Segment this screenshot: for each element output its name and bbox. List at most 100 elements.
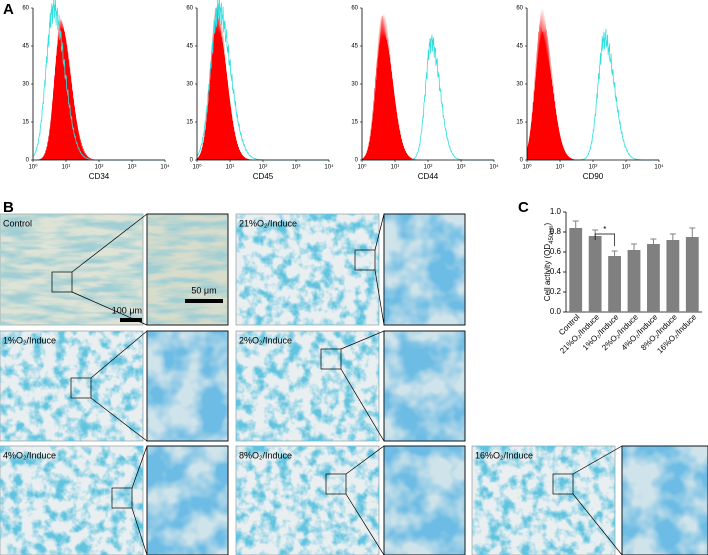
y-axis-label: Cell activity (OD450nm) <box>543 222 554 301</box>
y-tick-label: 30 <box>516 82 523 88</box>
x-tick-label: 10⁴ <box>324 164 334 171</box>
y-tick-label: 0 <box>520 158 524 164</box>
panel-label: C <box>518 199 529 216</box>
bar <box>588 236 602 312</box>
bar <box>627 250 641 312</box>
micrograph-texture <box>236 331 379 441</box>
x-tick-label: 10² <box>589 165 598 171</box>
y-tick-label: 0.8 <box>550 227 562 236</box>
inset-frame <box>146 445 229 555</box>
micrograph-texture <box>0 331 143 441</box>
histogram-fill <box>527 7 659 161</box>
micrograph-label: 4%O₂/Induce <box>3 450 56 460</box>
inset-frame <box>383 213 466 326</box>
zoom-line <box>345 445 385 475</box>
zoom-line <box>340 330 385 350</box>
bar <box>608 256 621 312</box>
x-tick-label: 10² <box>424 165 433 171</box>
zoom-box <box>552 473 574 495</box>
scale-bar <box>120 318 142 322</box>
zoom-line <box>572 493 623 555</box>
y-tick-label: 0 <box>26 158 30 164</box>
y-axis-label-part: Cell activity (OD <box>543 244 552 302</box>
micrograph-label: 8%O₂/Induce <box>239 450 292 460</box>
micrograph-label: 2%O₂/Induce <box>239 335 292 345</box>
inset-texture <box>147 331 228 441</box>
bar <box>647 244 660 312</box>
histogram-fill <box>33 17 165 160</box>
inset-frame <box>146 330 229 442</box>
inset-frame <box>383 445 466 555</box>
inset-texture <box>147 214 228 325</box>
x-axis-label: CD90 <box>583 172 604 181</box>
x-tick-label: 10³ <box>128 165 137 171</box>
zoom-line <box>90 397 148 442</box>
y-tick-label: 15 <box>516 120 523 126</box>
y-axis-label-part: ) <box>543 222 552 225</box>
micrograph-label: 1%O₂/Induce <box>3 335 56 345</box>
zoom-line <box>71 213 148 273</box>
y-tick-label: 30 <box>22 82 29 88</box>
scale-bar <box>185 299 223 303</box>
inset-texture <box>384 331 465 441</box>
y-tick-label: 0.6 <box>550 247 562 256</box>
zoom-box <box>325 473 347 495</box>
scale-bar-label: 50 μm <box>191 285 216 295</box>
x-tick-label: 10³ <box>622 165 631 171</box>
zoom-box <box>354 249 376 271</box>
panel-label: B <box>3 199 14 216</box>
x-tick-label: 10³ <box>292 165 301 171</box>
x-tick-label: 10⁴ <box>654 164 664 171</box>
y-tick-label: 30 <box>351 82 358 88</box>
histogram-fill <box>362 13 494 161</box>
micrograph-texture <box>0 446 143 555</box>
bar <box>569 228 583 312</box>
inset-frame <box>621 445 708 555</box>
zoom-line <box>572 445 623 475</box>
histogram-fill <box>197 5 329 160</box>
zoom-box <box>111 487 133 509</box>
zoom-line <box>340 368 385 442</box>
inset-frame <box>146 213 229 326</box>
significance-bracket <box>594 233 615 246</box>
y-tick-label: 0 <box>190 158 194 164</box>
x-tick-label: 10⁴ <box>160 164 170 171</box>
significance-label: * <box>603 225 606 234</box>
micrograph-texture <box>472 446 615 555</box>
zoom-line <box>131 507 148 555</box>
zoom-line <box>374 213 385 251</box>
zoom-line <box>131 445 148 489</box>
micrograph-texture <box>0 214 143 325</box>
micrograph-label: 16%O₂/Induce <box>475 450 533 460</box>
x-tick-label: 10¹ <box>62 165 71 171</box>
x-tick-label: 10⁰ <box>192 164 202 171</box>
zoom-line <box>345 493 385 555</box>
y-tick-label: 1.0 <box>550 207 562 216</box>
y-tick-label: 30 <box>186 82 193 88</box>
inset-texture <box>622 446 708 555</box>
y-tick-label: 45 <box>22 44 29 50</box>
y-tick-label: 15 <box>351 120 358 126</box>
x-tick-label: 10² <box>95 165 104 171</box>
x-tick-label: 10¹ <box>391 165 400 171</box>
x-tick-label: 10⁰ <box>357 164 367 171</box>
x-tick-label: 10⁰ <box>28 164 38 171</box>
x-tick-label: 10¹ <box>556 165 565 171</box>
micrograph-texture <box>236 446 379 555</box>
y-tick-label: 45 <box>186 44 193 50</box>
x-tick-label: 10⁴ <box>489 164 499 171</box>
inset-texture <box>384 446 465 555</box>
y-tick-label: 45 <box>351 44 358 50</box>
y-tick-label: 60 <box>516 6 523 12</box>
y-tick-label: 0.4 <box>550 267 562 276</box>
y-tick-label: 45 <box>516 44 523 50</box>
x-tick-label: 10³ <box>457 165 466 171</box>
y-tick-label: 60 <box>22 6 29 12</box>
y-tick-label: 15 <box>22 120 29 126</box>
y-tick-label: 15 <box>186 120 193 126</box>
x-axis-label: CD44 <box>418 172 439 181</box>
y-tick-label: 0 <box>355 158 359 164</box>
x-axis-label: CD45 <box>253 172 274 181</box>
